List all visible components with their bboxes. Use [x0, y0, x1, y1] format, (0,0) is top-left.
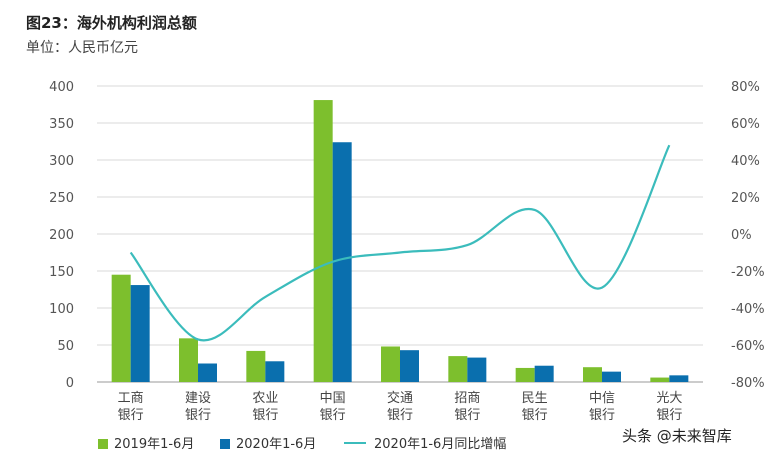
right-axis-tick-label: -60%: [731, 339, 765, 354]
bar-2019: [246, 350, 266, 382]
bar-2020: [669, 375, 689, 382]
legend-item-2020: 2020年1-6月: [220, 433, 316, 452]
right-axis-ticks: -80% -60% -40% -20% 0% 20% 40% 60% 80%: [731, 80, 765, 391]
x-axis-category-label: 银行: [387, 408, 413, 423]
legend-label-growth: 2020年1-6月同比增幅: [374, 437, 507, 452]
right-axis-tick-label: 40%: [731, 154, 760, 169]
left-axis-tick-label: 300: [49, 154, 74, 169]
chart-title: 图23：海外机构利润总额: [26, 14, 197, 32]
bar-2019: [448, 356, 468, 382]
bar-2020: [265, 361, 285, 382]
right-axis-tick-label: 80%: [731, 80, 760, 95]
x-axis-category-label: 工商: [118, 391, 144, 406]
x-axis-category-label: 光大: [656, 391, 682, 406]
bar-2020: [332, 142, 352, 382]
legend-swatch-growth: [344, 442, 366, 444]
x-axis-category-label: 银行: [589, 408, 615, 423]
x-axis-category-label: 银行: [118, 408, 144, 423]
x-axis-category-label: 银行: [320, 408, 346, 423]
right-axis-tick-label: -80%: [731, 376, 765, 391]
growth-line-path: [129, 144, 671, 342]
bar-2020: [400, 350, 419, 382]
bar-2020: [467, 357, 487, 382]
bar-2020: [130, 285, 150, 382]
growth-line: [129, 144, 671, 342]
watermark: 头条 @未来智库: [622, 427, 732, 445]
left-axis-tick-label: 50: [57, 339, 74, 354]
right-axis-tick-label: -40%: [731, 302, 765, 317]
left-axis-tick-label: 400: [49, 80, 74, 95]
x-axis-category-label: 民生: [522, 391, 548, 406]
bar-2019: [515, 367, 535, 382]
bar-2020: [534, 365, 554, 382]
legend-item-2019: 2019年1-6月: [98, 433, 194, 452]
bar-2019: [179, 338, 198, 382]
bar-2019: [381, 346, 400, 382]
x-axis-category-label: 银行: [252, 408, 278, 423]
bar-2019: [650, 377, 670, 382]
x-axis-category-label: 银行: [185, 408, 211, 423]
legend-item-growth: 2020年1-6月同比增幅: [344, 433, 506, 452]
left-axis-tick-label: 100: [49, 302, 74, 317]
x-axis-category-label: 交通: [387, 390, 413, 406]
left-axis-tick-label: 200: [49, 228, 74, 243]
legend-swatch-2020: [220, 439, 230, 449]
legend-swatch-2019: [98, 439, 108, 449]
right-axis-tick-label: 60%: [731, 117, 760, 132]
bar-2020: [602, 371, 621, 382]
x-axis-category-label: 银行: [656, 408, 682, 423]
right-axis-tick-label: 20%: [731, 191, 760, 206]
x-axis-category-label: 中信: [589, 391, 615, 406]
legend-label-2020: 2020年1-6月: [236, 437, 317, 452]
x-axis-category-label: 银行: [522, 408, 548, 423]
x-axis-category-label: 招商: [454, 391, 480, 406]
chart-unit-label: 单位：人民币亿元: [26, 40, 138, 56]
x-axis-category-label: 银行: [454, 408, 480, 423]
bar-2019: [313, 100, 333, 382]
right-axis-tick-label: 0%: [731, 228, 752, 243]
left-axis-tick-label: 250: [49, 191, 74, 206]
left-axis-ticks: 0 50 100 150 200 250 300 350 400: [49, 80, 74, 391]
bars: [111, 100, 689, 382]
left-axis-tick-label: 150: [49, 265, 74, 280]
right-axis-tick-label: -20%: [731, 265, 765, 280]
left-axis-tick-label: 0: [66, 376, 74, 391]
gridlines: [97, 85, 703, 383]
bar-2019: [111, 274, 131, 382]
left-axis-tick-label: 350: [49, 117, 74, 132]
legend-label-2019: 2019年1-6月: [114, 437, 195, 452]
x-axis-category-label: 建设: [185, 391, 211, 406]
x-axis-category-label: 农业: [252, 391, 278, 406]
x-axis-category-label: 中国: [320, 391, 346, 406]
bar-2019: [583, 367, 602, 382]
bar-2020: [198, 363, 217, 382]
